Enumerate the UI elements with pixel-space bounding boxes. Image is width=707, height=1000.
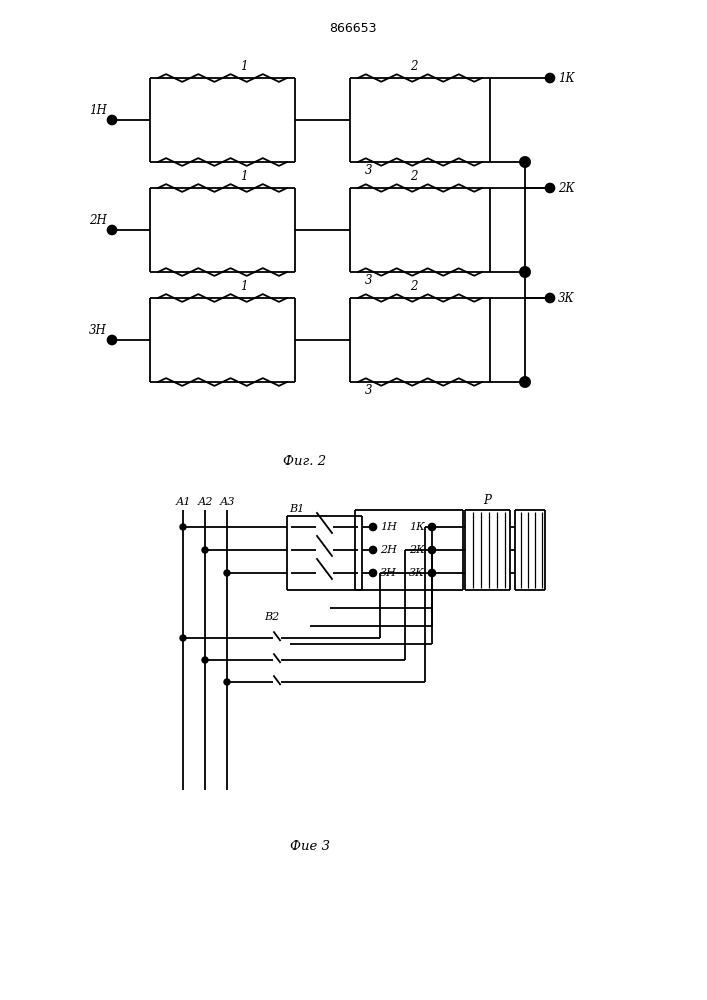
Text: 2Н: 2Н — [89, 214, 107, 227]
Circle shape — [429, 547, 435, 553]
Text: 1Н: 1Н — [89, 104, 107, 117]
Text: В1: В1 — [289, 504, 304, 514]
Circle shape — [428, 524, 436, 530]
Circle shape — [428, 546, 436, 554]
Circle shape — [107, 336, 117, 344]
Circle shape — [520, 377, 530, 387]
Circle shape — [429, 570, 435, 576]
Text: 1: 1 — [240, 170, 247, 183]
Circle shape — [180, 524, 186, 530]
Text: А1: А1 — [175, 497, 191, 507]
Circle shape — [520, 267, 530, 277]
Text: 2Н: 2Н — [380, 545, 397, 555]
Text: Р: Р — [484, 494, 491, 507]
Text: 3К: 3К — [558, 292, 575, 304]
Text: 2К: 2К — [558, 182, 575, 194]
Text: 1К: 1К — [409, 522, 425, 532]
Circle shape — [370, 570, 377, 576]
Text: 3Н: 3Н — [89, 324, 107, 337]
Text: Фие 3: Фие 3 — [290, 840, 330, 853]
Circle shape — [224, 570, 230, 576]
Circle shape — [202, 547, 208, 553]
Circle shape — [546, 74, 554, 83]
Text: 3: 3 — [365, 274, 373, 287]
Text: В2: В2 — [264, 612, 279, 622]
Circle shape — [224, 679, 230, 685]
Circle shape — [520, 157, 530, 167]
Text: 3К: 3К — [409, 568, 425, 578]
Circle shape — [370, 524, 377, 530]
Circle shape — [107, 226, 117, 234]
Circle shape — [370, 546, 377, 554]
Circle shape — [107, 115, 117, 124]
Text: А2: А2 — [197, 497, 213, 507]
Text: 2: 2 — [410, 280, 418, 293]
Circle shape — [429, 524, 435, 530]
Text: 3: 3 — [365, 164, 373, 177]
Text: 2: 2 — [410, 170, 418, 183]
Text: 3Н: 3Н — [380, 568, 397, 578]
Text: 1К: 1К — [558, 72, 575, 85]
Text: 2: 2 — [410, 60, 418, 73]
Circle shape — [202, 657, 208, 663]
Text: 1: 1 — [240, 60, 247, 73]
Text: 866653: 866653 — [329, 22, 377, 35]
Text: 2К: 2К — [409, 545, 425, 555]
Text: Фиг. 2: Фиг. 2 — [284, 455, 327, 468]
Circle shape — [429, 570, 435, 576]
Text: 1: 1 — [240, 280, 247, 293]
Circle shape — [546, 294, 554, 302]
Circle shape — [180, 635, 186, 641]
Text: А3: А3 — [219, 497, 235, 507]
Text: 3: 3 — [365, 384, 373, 397]
Circle shape — [428, 570, 436, 576]
Circle shape — [429, 524, 435, 530]
Circle shape — [429, 547, 435, 553]
Text: 1Н: 1Н — [380, 522, 397, 532]
Circle shape — [546, 184, 554, 192]
